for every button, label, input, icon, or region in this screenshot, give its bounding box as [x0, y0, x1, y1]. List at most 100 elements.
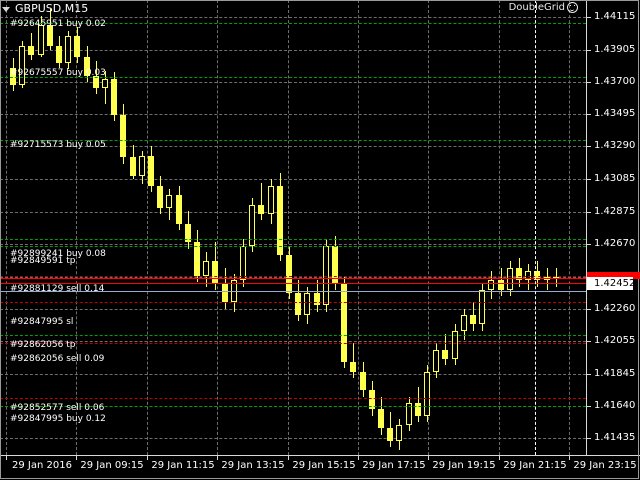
grid-line-horizontal: [0, 146, 586, 147]
order-line-sell[interactable]: [0, 276, 586, 277]
order-line-sell[interactable]: [0, 398, 586, 399]
crosshair-vertical-line: [535, 0, 536, 455]
chart-header: GBPUSD,M15: [2, 2, 88, 15]
time-tick: [569, 455, 570, 460]
candle-body-bullish: [102, 78, 108, 89]
time-tick: [147, 455, 148, 460]
time-tick: [217, 455, 218, 460]
order-line-buy[interactable]: [0, 140, 586, 141]
order-label[interactable]: #92852577 sell 0.06: [10, 403, 105, 413]
candle-body-bearish: [442, 349, 448, 359]
order-label[interactable]: #92715573 buy 0.05: [10, 140, 106, 150]
candle-body-bearish: [258, 204, 264, 215]
candle-body-bearish: [212, 261, 218, 284]
grid-line-horizontal: [0, 341, 586, 342]
time-axis-label: 29 Jan 17:15: [362, 460, 426, 471]
grid-line-horizontal: [0, 244, 586, 245]
time-axis[interactable]: 29 Jan 2016 29 Jan 09:15 29 Jan 11:15 29 Ja…: [0, 455, 640, 480]
order-line-tp[interactable]: [0, 246, 586, 247]
order-label[interactable]: #92862056 sell 0.09: [10, 354, 105, 364]
candle-body-bearish: [378, 409, 384, 429]
ea-name-label: DoubleGrid: [508, 1, 565, 13]
order-label[interactable]: #92847995 sl: [10, 317, 74, 327]
candle-body-bearish: [194, 242, 200, 276]
price-axis-label: 1.42670: [594, 238, 636, 249]
order-label[interactable]: #92645951 buy 0.02: [10, 19, 106, 29]
grid-line-horizontal: [0, 438, 586, 439]
order-line-sell[interactable]: [0, 343, 586, 344]
price-axis-label: 1.41845: [594, 368, 636, 379]
price-axis-label: 1.41640: [594, 400, 636, 411]
order-line-sl[interactable]: [0, 302, 586, 303]
candle-body-bullish: [452, 330, 458, 359]
candle-body-bearish: [516, 267, 522, 281]
order-label[interactable]: #92849591 tp: [10, 256, 76, 266]
grid-line-horizontal: [0, 179, 586, 180]
price-tick: [586, 179, 591, 180]
candle-body-bearish: [277, 185, 283, 256]
candle-body-bearish: [74, 36, 80, 57]
price-axis[interactable]: 1.44115 1.43905 1.43700 1.43495 1.43290 1.430…: [586, 0, 640, 455]
candle-body-bullish: [396, 425, 402, 441]
candle-body-bullish: [65, 36, 71, 63]
price-tick: [586, 50, 591, 51]
candle-body-bearish: [185, 223, 191, 243]
candle-body-bearish: [120, 114, 126, 158]
candle-body-bearish: [534, 270, 540, 281]
ask-price-line: [0, 283, 586, 284]
candle-wick: [353, 343, 354, 378]
smiley-icon: [567, 2, 578, 13]
grid-line-horizontal: [0, 212, 586, 213]
candle-body-bullish: [525, 270, 531, 281]
candle-body-bearish: [111, 78, 117, 115]
order-line-buy[interactable]: [0, 239, 586, 240]
price-tick: [586, 374, 591, 375]
order-label[interactable]: #92847995 buy 0.12: [10, 414, 106, 424]
candle-body-bearish: [10, 67, 16, 85]
order-label[interactable]: #92675557 buy 0.03: [10, 68, 106, 78]
price-tick: [586, 146, 591, 147]
candle-body-bearish: [341, 283, 347, 363]
candle-body-bearish: [387, 428, 393, 441]
time-axis-label: 29 Jan 23:15: [573, 460, 637, 471]
candle-body-bullish: [166, 195, 172, 208]
current-price-highlight: [587, 272, 640, 279]
time-tick: [499, 455, 500, 460]
grid-line-vertical: [499, 0, 500, 455]
order-line-buy[interactable]: [0, 406, 586, 407]
grid-line-horizontal: [0, 17, 586, 18]
price-axis-label: 1.42875: [594, 206, 636, 217]
candle-body-bearish: [360, 371, 366, 391]
time-axis-label: 29 Jan 09:15: [80, 460, 144, 471]
candle-body-bearish: [47, 25, 53, 46]
grid-line-horizontal: [0, 374, 586, 375]
candle-body-bearish: [314, 292, 320, 306]
price-axis-label: 1.43290: [594, 140, 636, 151]
grid-line-vertical: [147, 0, 148, 455]
candle-body-bearish: [130, 157, 136, 177]
order-label[interactable]: #92862056 tp: [10, 340, 76, 350]
candle-body-bullish: [139, 155, 145, 177]
chevron-down-icon[interactable]: [2, 6, 10, 12]
order-line-tp[interactable]: [0, 335, 586, 336]
candle-body-bullish: [488, 280, 494, 290]
order-label[interactable]: #92881129 sell 0.14: [10, 284, 105, 294]
grid-line-vertical: [217, 0, 218, 455]
grid-line-vertical: [569, 0, 570, 455]
time-axis-separator: [0, 455, 640, 456]
grid-line-horizontal: [0, 309, 586, 310]
chart-plot-area[interactable]: #92645951 buy 0.02 #92675557 buy 0.03 #927…: [0, 0, 586, 455]
candle-body-bearish: [415, 403, 421, 416]
grid-line-horizontal: [0, 50, 586, 51]
time-axis-label: 29 Jan 13:15: [221, 460, 285, 471]
time-axis-label: 29 Jan 15:15: [292, 460, 356, 471]
order-label[interactable]: #92899241 buy 0.08: [10, 249, 106, 259]
order-line-buy[interactable]: [0, 23, 586, 24]
order-line-buy[interactable]: [0, 77, 586, 78]
price-axis-label: 1.41435: [594, 432, 636, 443]
candle-body-bearish: [93, 75, 99, 89]
candle-body-bearish: [28, 45, 34, 56]
price-axis-label: 1.43700: [594, 76, 636, 87]
candle-wick: [261, 182, 262, 221]
